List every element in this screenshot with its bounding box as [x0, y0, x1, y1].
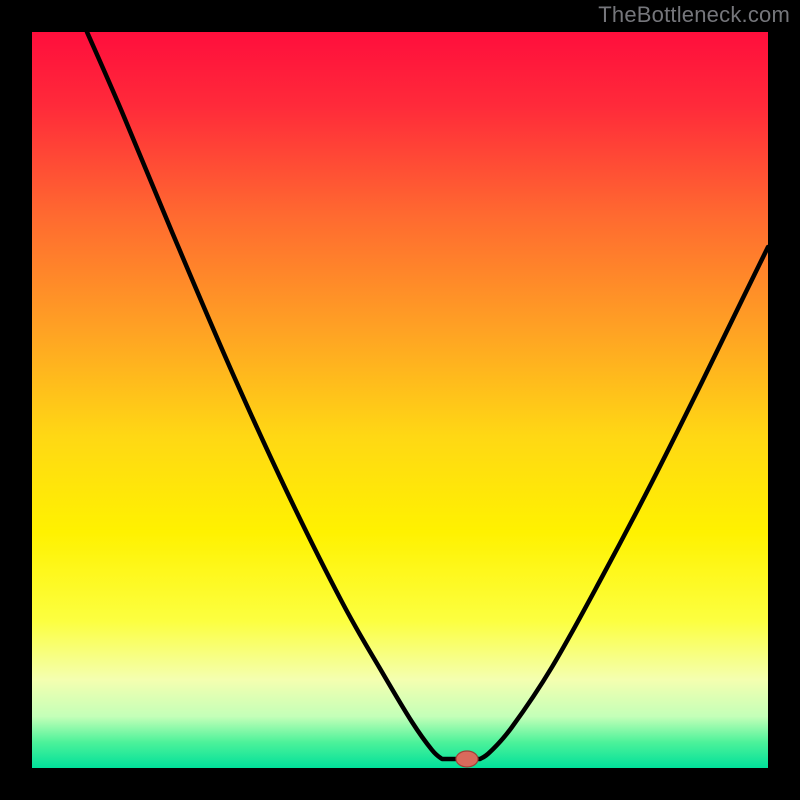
minimum-marker [456, 751, 478, 767]
watermark-text: TheBottleneck.com [598, 2, 790, 28]
plot-area [32, 32, 768, 768]
bottleneck-curve [32, 32, 768, 768]
bottleneck-chart: TheBottleneck.com [0, 0, 800, 800]
